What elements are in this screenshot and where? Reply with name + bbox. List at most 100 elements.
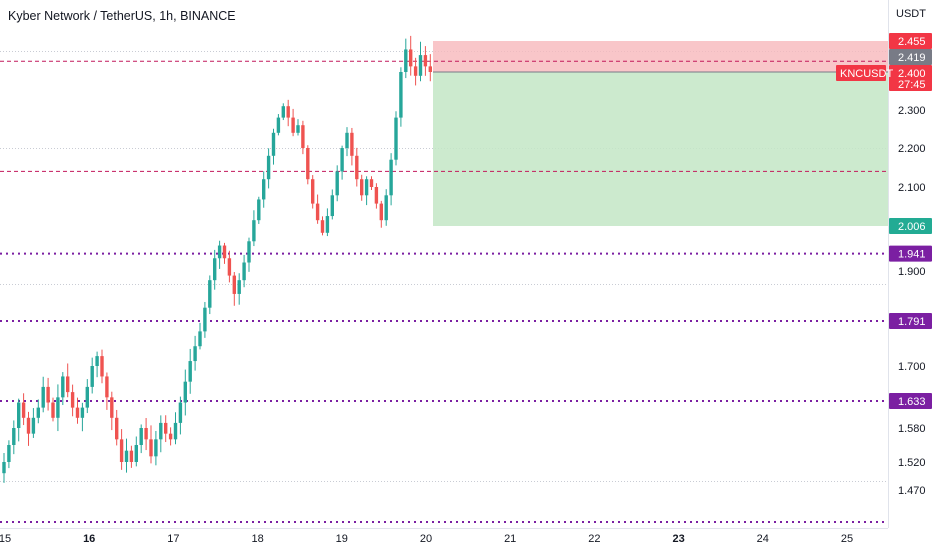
candle-body bbox=[95, 356, 99, 366]
candle-body bbox=[66, 376, 70, 393]
horizontal-levels bbox=[0, 60, 888, 523]
time-tick-label: 15 bbox=[0, 533, 11, 545]
candle-body bbox=[232, 275, 236, 294]
time-tick-label: 20 bbox=[420, 533, 432, 545]
price-tag-label: 2.419 bbox=[898, 52, 926, 64]
candle-body bbox=[345, 132, 349, 148]
candle-body bbox=[46, 386, 50, 403]
candle-body bbox=[389, 159, 393, 196]
candle-body bbox=[257, 199, 261, 221]
candle-body bbox=[315, 203, 320, 221]
candle-body bbox=[413, 66, 418, 76]
candle-body bbox=[90, 366, 94, 387]
price-tag: 1.791 bbox=[889, 313, 932, 329]
candle-body bbox=[301, 125, 305, 148]
price-tick-label: 2.300 bbox=[898, 105, 926, 117]
candle-body bbox=[31, 417, 36, 434]
candle-body bbox=[17, 402, 21, 428]
candle-body bbox=[360, 179, 364, 196]
candle-body bbox=[252, 220, 256, 242]
candle-body bbox=[75, 407, 80, 418]
candle-body bbox=[51, 402, 55, 418]
price-tick-label: 1.580 bbox=[898, 423, 926, 435]
time-tick-label: 24 bbox=[757, 533, 769, 545]
candle-body bbox=[149, 439, 153, 457]
candle-body bbox=[115, 417, 119, 440]
candle-body bbox=[369, 179, 374, 187]
price-axis-unit: USDT bbox=[896, 8, 926, 20]
candle-body bbox=[276, 117, 281, 133]
price-tick-label: 2.100 bbox=[898, 182, 926, 194]
candle-body bbox=[286, 106, 290, 118]
symbol-tag-label: KNCUSDT bbox=[840, 68, 893, 80]
candle-body bbox=[350, 132, 354, 156]
price-tag-label: 2.400 bbox=[898, 68, 926, 80]
candle-body bbox=[124, 450, 129, 462]
candle-body bbox=[262, 179, 266, 200]
candles bbox=[2, 35, 432, 483]
time-tick-label: 19 bbox=[336, 533, 348, 545]
candle-body bbox=[335, 171, 339, 196]
candle-body bbox=[203, 307, 207, 332]
take-profit-zone bbox=[433, 72, 888, 226]
candle-body bbox=[105, 376, 109, 398]
candle-body bbox=[423, 55, 428, 67]
time-tick-label: 21 bbox=[504, 533, 516, 545]
price-tag: 2.006 bbox=[889, 218, 932, 234]
price-tag: 1.633 bbox=[889, 393, 932, 409]
candle-body bbox=[36, 407, 40, 418]
price-tick-label: 1.520 bbox=[898, 457, 926, 469]
candle-body bbox=[164, 422, 168, 434]
price-tag-label: 2.006 bbox=[898, 221, 926, 233]
candle-body bbox=[330, 195, 334, 217]
candle-body bbox=[306, 148, 310, 180]
candle-body bbox=[41, 386, 45, 408]
candle-body bbox=[291, 117, 295, 133]
price-tag-label: 1.941 bbox=[898, 249, 926, 261]
candle-body bbox=[2, 462, 6, 474]
candle-body bbox=[320, 220, 325, 233]
price-tag: 2.419 bbox=[889, 49, 932, 65]
candle-body bbox=[325, 216, 330, 233]
candle-body bbox=[173, 422, 178, 440]
price-tick-label: 1.900 bbox=[898, 266, 926, 278]
price-tag-countdown: 27:45 bbox=[898, 79, 926, 91]
candle-body bbox=[144, 428, 148, 440]
time-axis-ticks: 15 16 17 18 19 20 21 22 23 24 25 bbox=[0, 533, 853, 545]
symbol-tag bbox=[836, 65, 886, 81]
candle-body bbox=[379, 203, 383, 221]
candle-body bbox=[110, 397, 114, 418]
price-tag-label: 1.633 bbox=[898, 396, 926, 408]
candle-body bbox=[271, 132, 276, 156]
candle-body bbox=[134, 445, 138, 462]
candle-body bbox=[21, 402, 26, 418]
candle-body bbox=[208, 280, 212, 308]
candle-body bbox=[7, 445, 11, 462]
time-tick-label: 16 bbox=[83, 533, 95, 545]
candle-body bbox=[198, 331, 202, 347]
candle-body bbox=[266, 155, 271, 180]
candle-body bbox=[178, 402, 183, 423]
candle-body bbox=[70, 392, 75, 408]
time-tick-label: 23 bbox=[672, 533, 684, 545]
candle-body bbox=[340, 148, 344, 172]
candle-body bbox=[129, 450, 134, 462]
candle-body bbox=[227, 258, 232, 276]
candle-body bbox=[311, 179, 315, 204]
price-axis-ticks: 2.300 2.200 2.100 1.900 1.700 1.580 1.520 1.470 bbox=[898, 105, 926, 497]
candle-body bbox=[222, 245, 227, 259]
price-tag: 1.941 bbox=[889, 245, 932, 262]
candle-body bbox=[404, 49, 408, 72]
candle-body bbox=[384, 195, 388, 221]
candle-body bbox=[213, 258, 217, 281]
time-tick-label: 25 bbox=[841, 533, 853, 545]
candle-body bbox=[85, 386, 89, 408]
candle-body bbox=[418, 55, 423, 76]
candle-body bbox=[428, 66, 432, 72]
candle-body bbox=[247, 241, 251, 263]
candle-body bbox=[409, 49, 413, 67]
time-tick-label: 17 bbox=[167, 533, 179, 545]
